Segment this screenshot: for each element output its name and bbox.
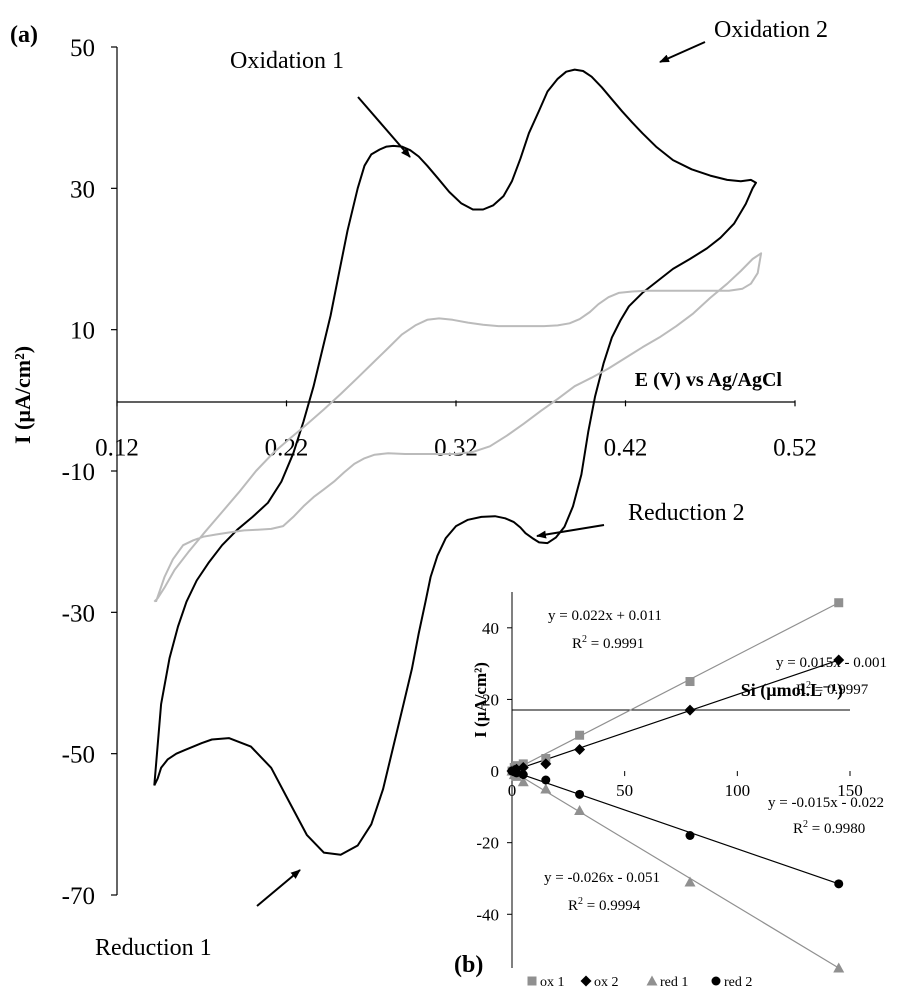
- point-series-1: [517, 761, 529, 773]
- equation-0: y = 0.022x + 0.011: [548, 608, 662, 624]
- point-series-3: [541, 775, 551, 785]
- a-y-tick-label: -10: [62, 459, 95, 486]
- a-x-tick-label: 0.22: [265, 434, 309, 461]
- point-series-1: [540, 758, 552, 770]
- legend-marker-0: [527, 976, 537, 986]
- point-series-2: [517, 776, 529, 787]
- b-x-tick-label: 100: [725, 781, 751, 800]
- point-series-3: [518, 770, 528, 780]
- b-y-tick-label: 0: [491, 762, 500, 781]
- legend-marker-2: [646, 975, 658, 986]
- legend-label-1: ox 2: [594, 975, 619, 989]
- panel-a-label: (a): [10, 22, 38, 48]
- voltammogram-curve-blank: [153, 252, 763, 603]
- r-squared-3: R2 = 0.9994: [568, 896, 641, 914]
- panel-b-label: (b): [454, 952, 483, 978]
- fit-line-series-0: [511, 602, 840, 772]
- point-series-3: [834, 879, 844, 889]
- a-y-tick-label: 50: [70, 35, 95, 62]
- fit-line-series-1: [511, 659, 839, 772]
- a-x-tick-label: 0.12: [95, 434, 139, 461]
- a-x-ticks: 0.12 0.22 0.32 0.42 0.52: [95, 400, 817, 461]
- b-x-tick-label: 50: [616, 781, 633, 800]
- a-y-tick-label: 30: [70, 176, 95, 203]
- r-squared-2: R2 = 0.9980: [793, 819, 865, 837]
- b-y-tick-label: -40: [476, 905, 499, 924]
- equation-2: y = -0.015x - 0.022: [768, 795, 884, 811]
- b-markers: [506, 598, 845, 973]
- fit-line-series-3: [511, 770, 839, 885]
- b-legend: ox 1 ox 2 red 1 red 2: [527, 975, 752, 989]
- r-squared-0: R2 = 0.9991: [572, 634, 644, 652]
- legend-marker-1: [580, 975, 592, 987]
- point-series-1: [574, 744, 586, 756]
- point-series-3: [575, 789, 585, 799]
- a-y-tick-label: 10: [70, 318, 95, 345]
- arrow-reduction-1: [256, 869, 301, 907]
- arrow-oxidation-2: [659, 41, 706, 63]
- annotation-reduction-2: Reduction 2: [628, 500, 745, 526]
- point-series-3: [512, 768, 522, 778]
- point-series-3: [685, 831, 695, 841]
- b-y-axis-label: I (µA/cm²): [471, 662, 490, 738]
- point-series-1: [833, 654, 845, 666]
- b-x-tick-label: 150: [837, 781, 863, 800]
- point-series-0: [575, 730, 585, 740]
- legend-marker-3: [711, 976, 721, 986]
- a-y-axis-label: I (µA/cm²): [10, 346, 35, 444]
- point-series-1: [684, 704, 696, 716]
- a-x-tick-label: 0.42: [604, 434, 648, 461]
- a-x-tick-label: 0.32: [434, 434, 478, 461]
- point-series-0: [834, 598, 844, 608]
- annotation-reduction-1: Reduction 1: [95, 935, 212, 961]
- legend-label-3: red 2: [724, 975, 752, 989]
- point-series-0: [685, 677, 695, 687]
- fit-line-series-2: [511, 770, 840, 969]
- arrow-oxidation-1: [357, 96, 411, 158]
- b-y-tick-label: 40: [482, 619, 499, 638]
- annotation-arrows: [256, 41, 706, 907]
- point-series-2: [833, 962, 845, 973]
- annotation-oxidation-2: Oxidation 2: [714, 17, 828, 43]
- r-squared-1: R2 = 0.9997: [796, 680, 869, 698]
- a-x-tick-label: 0.52: [773, 434, 817, 461]
- a-curves: [153, 68, 763, 856]
- legend-label-0: ox 1: [540, 975, 565, 989]
- point-series-2: [684, 876, 696, 887]
- a-y-tick-label: -50: [62, 742, 95, 769]
- a-x-axis-label: E (V) vs Ag/AgCl: [635, 369, 783, 391]
- a-y-ticks: 50 30 10 -10 -30 -50 -70: [62, 35, 117, 910]
- b-x-ticks: 0 50 100 150: [508, 771, 863, 800]
- b-x-tick-label: 0: [508, 781, 517, 800]
- arrow-reduction-2: [536, 524, 605, 539]
- b-equations: y = 0.022x + 0.011 R2 = 0.9991 y = 0.015x …: [544, 608, 887, 914]
- b-fit-lines: [511, 602, 840, 969]
- b-y-tick-label: -20: [476, 834, 499, 853]
- legend-label-2: red 1: [660, 975, 688, 989]
- b-y-tick-label: 20: [482, 690, 499, 709]
- a-y-tick-label: -70: [62, 883, 95, 910]
- annotation-oxidation-1: Oxidation 1: [230, 48, 344, 74]
- a-y-tick-label: -30: [62, 600, 95, 627]
- voltammogram-curve-sample: [153, 68, 757, 856]
- equation-3: y = -0.026x - 0.051: [544, 870, 660, 886]
- equation-1: y = 0.015x - 0.001: [776, 655, 887, 671]
- point-series-2: [540, 783, 552, 794]
- point-series-2: [574, 804, 586, 815]
